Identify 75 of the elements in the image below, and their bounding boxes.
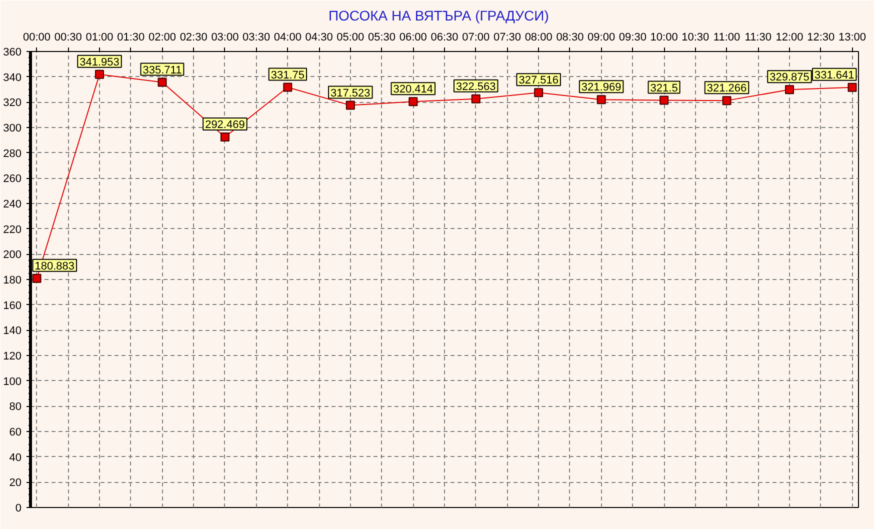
y-tick-label: 360 [3,46,22,58]
x-tick-label: 12:30 [807,32,835,44]
y-tick-label: 340 [3,72,22,84]
point [596,95,606,104]
point [471,94,480,104]
point [220,132,230,142]
data-label: 327.516 [518,74,558,87]
y-tick-label: 160 [3,300,22,312]
y-tick-label: 280 [3,148,22,160]
data-label: 331.75 [270,69,305,82]
x-tick-label: 13:00 [838,32,866,44]
point [346,100,355,110]
x-tick-label: 10:30 [682,32,710,44]
x-tick-label: 04:30 [305,32,333,44]
y-tick-label: 60 [9,426,22,438]
x-tick-label: 00:30 [54,32,82,44]
y-tick-label: 320 [3,97,22,110]
x-tick-label: 11:30 [744,32,772,44]
data-label: 320.414 [393,84,434,96]
data-label: 331.641 [814,69,854,82]
x-tick-label: 09:30 [618,32,646,44]
data-label: 341.953 [80,56,120,68]
x-tick-label: 06:30 [430,32,458,44]
y-tick-label: 100 [3,376,22,388]
data-label: 321.969 [581,82,622,94]
y-tick-label: 240 [3,198,22,210]
y-tick-label: 120 [3,350,22,362]
data-label: 317.523 [330,87,370,100]
y-tick-label: 180 [3,274,22,286]
point [32,274,42,283]
y-tick-label: 0 [15,502,22,514]
x-tick-label: 03:30 [242,32,270,44]
y-tick-label: 220 [3,224,22,236]
point [722,96,732,106]
point [95,70,104,79]
data-label: 335.711 [142,64,182,76]
data-label: 329.875 [770,72,810,84]
data-label: 292.469 [205,119,245,132]
y-tick-label: 140 [3,325,22,338]
x-tick-label: 07:30 [493,32,521,44]
x-tick-label: 11:00 [713,32,740,44]
x-tick-label: 08:00 [524,32,552,44]
x-tick-label: 09:00 [588,32,616,44]
point [660,96,669,105]
x-tick-label: 05:30 [368,32,396,44]
chart-title: ПОСОКА НА ВЯТЪРА (ГРАДУСИ) [328,8,549,24]
point [408,97,418,106]
x-tick-label: 01:00 [86,32,114,44]
x-tick-label: 02:30 [180,32,208,44]
x-tick-label: 06:00 [399,32,427,44]
x-tick-label: 10:00 [650,32,678,44]
y-tick-label: 20 [9,477,22,490]
point [534,88,544,98]
y-tick-label: 300 [3,122,22,134]
x-tick-label: 00:00 [23,32,51,44]
y-tick-label: 40 [9,452,22,464]
point [848,82,857,92]
x-tick-label: 07:00 [462,32,490,44]
point [283,82,292,92]
x-tick-label: 12:00 [776,32,804,44]
data-label: 321.5 [650,82,678,94]
x-tick-label: 08:30 [556,32,584,44]
data-label: 321.266 [706,82,747,95]
x-tick-label: 01:30 [117,32,145,44]
y-tick-label: 80 [9,401,22,414]
x-tick-label: 02:00 [148,32,176,44]
y-tick-label: 260 [3,173,22,186]
point [158,78,167,87]
x-tick-label: 05:00 [336,32,364,44]
data-label: 322.563 [456,80,496,93]
x-tick-label: 03:00 [211,32,239,44]
y-tick-label: 200 [3,249,22,262]
data-label: 180.883 [34,260,75,272]
point [785,85,794,94]
x-tick-label: 04:00 [274,32,302,44]
